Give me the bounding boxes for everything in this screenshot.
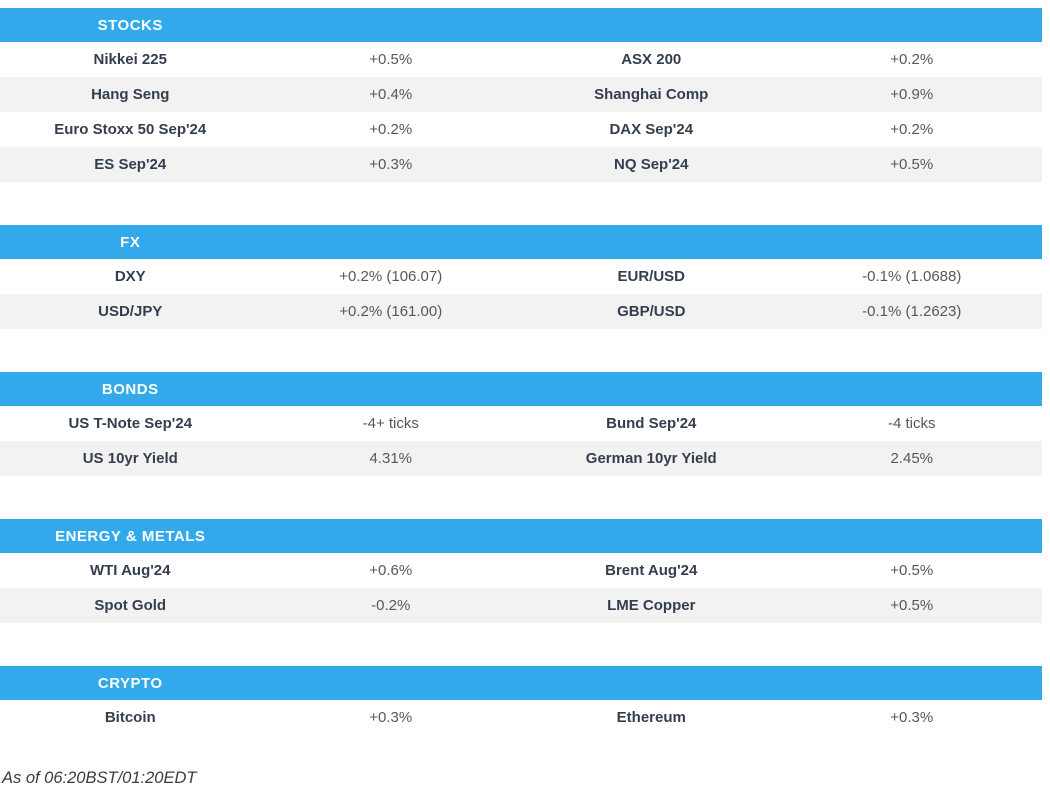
section-fx: FX DXY +0.2% (106.07) EUR/USD -0.1% (1.0…	[0, 225, 1042, 329]
instrument-value-right: +0.2%	[890, 121, 934, 138]
instrument-value-right: -0.1% (1.0688)	[862, 268, 962, 285]
instrument-name-left: ES Sep'24	[94, 156, 167, 173]
table-row: Bitcoin +0.3% Ethereum +0.3%	[0, 700, 1042, 735]
instrument-value-right: +0.5%	[890, 156, 934, 173]
instrument-value-right: +0.9%	[890, 86, 934, 103]
section-header: ENERGY & METALS	[0, 519, 1042, 553]
instrument-value-left: +0.6%	[369, 562, 413, 579]
instrument-value-right: +0.3%	[890, 709, 934, 726]
section-rows: WTI Aug'24 +0.6% Brent Aug'24 +0.5% Spot…	[0, 553, 1042, 623]
instrument-name-left: Spot Gold	[94, 597, 167, 614]
instrument-name-left: Bitcoin	[104, 709, 156, 726]
instrument-value-left: 4.31%	[369, 450, 413, 467]
instrument-name-right: German 10yr Yield	[585, 450, 717, 467]
instrument-name-left: USD/JPY	[98, 303, 163, 320]
section-rows: DXY +0.2% (106.07) EUR/USD -0.1% (1.0688…	[0, 259, 1042, 329]
section-stocks: STOCKS Nikkei 225 +0.5% ASX 200 +0.2% Ha…	[0, 8, 1042, 182]
instrument-value-left: +0.5%	[369, 51, 413, 68]
table-row: Nikkei 225 +0.5% ASX 200 +0.2%	[0, 42, 1042, 77]
section-bonds: BONDS US T-Note Sep'24 -4+ ticks Bund Se…	[0, 372, 1042, 476]
instrument-value-right: -4 ticks	[887, 415, 936, 432]
section-crypto: CRYPTO Bitcoin +0.3% Ethereum +0.3%	[0, 666, 1042, 735]
instrument-value-right: +0.5%	[890, 562, 934, 579]
table-row: USD/JPY +0.2% (161.00) GBP/USD -0.1% (1.…	[0, 294, 1042, 329]
instrument-value-left: -4+ ticks	[362, 415, 419, 432]
instrument-name-left: Nikkei 225	[93, 51, 167, 68]
section-rows: US T-Note Sep'24 -4+ ticks Bund Sep'24 -…	[0, 406, 1042, 476]
instrument-value-right: 2.45%	[890, 450, 934, 467]
table-row: Hang Seng +0.4% Shanghai Comp +0.9%	[0, 77, 1042, 112]
section-rows: Nikkei 225 +0.5% ASX 200 +0.2% Hang Seng…	[0, 42, 1042, 182]
instrument-name-right: DAX Sep'24	[609, 121, 694, 138]
instrument-name-right: ASX 200	[621, 51, 682, 68]
section-rows: Bitcoin +0.3% Ethereum +0.3%	[0, 700, 1042, 735]
instrument-name-left: Hang Seng	[91, 86, 170, 103]
instrument-value-left: +0.3%	[369, 156, 413, 173]
section-title: ENERGY & METALS	[55, 527, 206, 545]
instrument-value-right: +0.5%	[890, 597, 934, 614]
instrument-name-right: Shanghai Comp	[594, 86, 709, 103]
table-row: DXY +0.2% (106.07) EUR/USD -0.1% (1.0688…	[0, 259, 1042, 294]
instrument-name-left: WTI Aug'24	[89, 562, 171, 579]
table-row: US 10yr Yield 4.31% German 10yr Yield 2.…	[0, 441, 1042, 476]
section-title: CRYPTO	[97, 674, 163, 692]
section-header: FX	[0, 225, 1042, 259]
instrument-value-right: -0.1% (1.2623)	[862, 303, 962, 320]
table-row: WTI Aug'24 +0.6% Brent Aug'24 +0.5%	[0, 553, 1042, 588]
instrument-value-left: +0.2%	[369, 121, 413, 138]
instrument-name-left: Euro Stoxx 50 Sep'24	[54, 121, 207, 138]
instrument-value-left: +0.2% (106.07)	[339, 268, 443, 285]
section-header: CRYPTO	[0, 666, 1042, 700]
instrument-value-left: +0.4%	[369, 86, 413, 103]
section-title: FX	[120, 233, 141, 251]
instrument-name-right: GBP/USD	[617, 303, 686, 320]
instrument-name-left: DXY	[114, 268, 146, 285]
as-of-timestamp: As of 06:20BST/01:20EDT	[2, 769, 197, 787]
instrument-value-left: +0.3%	[369, 709, 413, 726]
table-row: Euro Stoxx 50 Sep'24 +0.2% DAX Sep'24 +0…	[0, 112, 1042, 147]
market-wrap-report: STOCKS Nikkei 225 +0.5% ASX 200 +0.2% Ha…	[0, 8, 1042, 735]
instrument-name-right: Ethereum	[616, 709, 686, 726]
table-row: ES Sep'24 +0.3% NQ Sep'24 +0.5%	[0, 147, 1042, 182]
table-row: US T-Note Sep'24 -4+ ticks Bund Sep'24 -…	[0, 406, 1042, 441]
instrument-name-right: EUR/USD	[617, 268, 685, 285]
section-header: BONDS	[0, 372, 1042, 406]
section-title: STOCKS	[97, 16, 163, 34]
instrument-name-right: NQ Sep'24	[614, 156, 689, 173]
instrument-value-right: +0.2%	[890, 51, 934, 68]
instrument-name-right: Bund Sep'24	[606, 415, 697, 432]
instrument-name-right: Brent Aug'24	[605, 562, 698, 579]
instrument-name-right: LME Copper	[607, 597, 696, 614]
instrument-name-left: US 10yr Yield	[82, 450, 178, 467]
instrument-value-left: -0.2%	[371, 597, 411, 614]
section-energy-metals: ENERGY & METALS WTI Aug'24 +0.6% Brent A…	[0, 519, 1042, 623]
instrument-name-left: US T-Note Sep'24	[68, 415, 193, 432]
table-row: Spot Gold -0.2% LME Copper +0.5%	[0, 588, 1042, 623]
report-footer: As of 06:20BST/01:20EDT	[0, 769, 1050, 788]
section-title: BONDS	[101, 380, 159, 398]
section-header: STOCKS	[0, 8, 1042, 42]
instrument-value-left: +0.2% (161.00)	[339, 303, 443, 320]
